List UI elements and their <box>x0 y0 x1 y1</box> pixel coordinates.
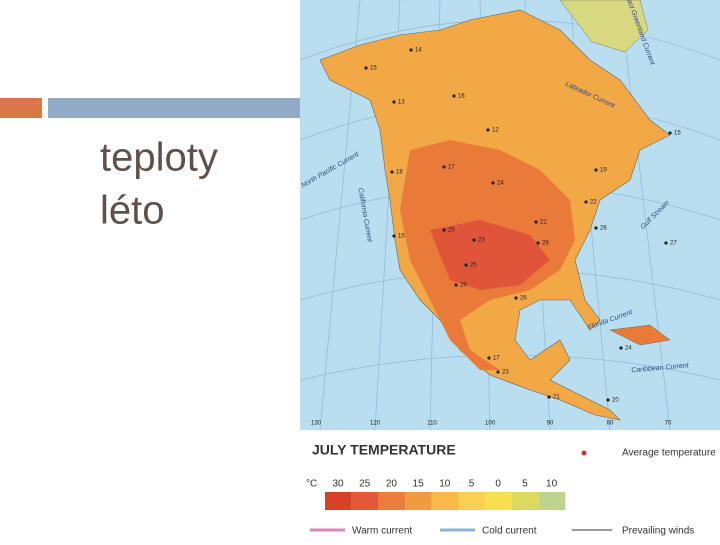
city-dot <box>668 131 672 135</box>
city-dot <box>472 238 476 242</box>
temperature-label: 12 <box>492 128 499 134</box>
scale-swatch <box>431 492 459 510</box>
temperature-label: 15 <box>398 234 405 240</box>
city-dot <box>594 226 598 230</box>
temperature-label: 20 <box>612 398 619 404</box>
scale-label: 20 <box>386 479 398 490</box>
city-dot <box>442 228 446 232</box>
scale-swatch <box>378 492 406 510</box>
temperature-label: 24 <box>625 346 632 352</box>
scale-swatch <box>351 492 379 510</box>
greenland <box>559 0 649 53</box>
temperature-label: 19 <box>600 168 607 174</box>
city-dot <box>390 170 394 174</box>
legend-label: Prevailing winds <box>622 526 694 537</box>
temperature-label: 23 <box>478 238 485 244</box>
legend-label: Average temperature <box>622 448 716 459</box>
scale-swatch <box>405 492 432 510</box>
city-dot <box>534 220 538 224</box>
temperature-label: 18 <box>396 170 403 176</box>
slide-title: teploty <box>100 136 218 180</box>
scale-label: 30 <box>332 479 344 490</box>
temperature-label: 27 <box>670 241 677 247</box>
temperature-label: 24 <box>497 181 504 187</box>
city-dot <box>364 66 368 70</box>
longitude-label: 100 <box>485 421 496 427</box>
longitude-label: 130 <box>311 421 322 427</box>
temperature-label: 17 <box>448 165 455 171</box>
scale-label: 5 <box>469 479 475 490</box>
city-dot <box>392 234 396 238</box>
city-dot <box>536 241 540 245</box>
temperature-label: 13 <box>398 100 405 106</box>
temperature-label: 17 <box>493 356 500 362</box>
scale-swatch <box>538 492 566 510</box>
city-dot <box>464 263 468 267</box>
temperature-label: 15 <box>370 66 377 72</box>
city-dot <box>664 241 668 245</box>
city-dot <box>452 94 456 98</box>
temperature-label: 25 <box>448 228 455 234</box>
city-dot <box>392 100 396 104</box>
temperature-label: 29 <box>460 283 467 289</box>
scale-swatch <box>511 492 539 510</box>
longitude-label: 120 <box>370 421 381 427</box>
scale-swatch <box>458 492 486 510</box>
legend-panel <box>300 430 720 540</box>
city-dot <box>594 168 598 172</box>
temperature-label: 15 <box>674 131 681 137</box>
city-dot <box>514 296 518 300</box>
city-dot <box>584 200 588 204</box>
map <box>300 0 720 430</box>
temperature-label: 16 <box>458 94 465 100</box>
scale-swatch <box>325 492 352 510</box>
map-title: JULY TEMPERATURE <box>312 442 456 458</box>
scale-label: 0 <box>495 479 501 490</box>
scale-label: 25 <box>359 479 371 490</box>
accent-block <box>0 98 42 118</box>
longitude-label: 90 <box>547 421 554 427</box>
slide-title: léto <box>100 189 165 233</box>
temperature-label: 14 <box>415 48 422 54</box>
temperature-label: 26 <box>600 226 607 232</box>
city-dot <box>486 128 490 132</box>
temperature-label: 21 <box>540 220 547 226</box>
legend-label: Warm current <box>352 526 412 537</box>
temperature-label: 21 <box>553 395 560 401</box>
longitude-label: 110 <box>427 421 437 427</box>
longitude-label: 70 <box>665 421 672 427</box>
temperature-label: 23 <box>502 370 509 376</box>
scale-label: 10 <box>546 479 558 490</box>
caribbean-islands <box>609 324 671 346</box>
city-dot <box>491 181 495 185</box>
hot-region <box>430 220 550 290</box>
accent-bar <box>48 98 300 118</box>
scale-label: 15 <box>413 479 425 490</box>
legend-label: Cold current <box>482 526 537 537</box>
scale-label: 5 <box>522 479 528 490</box>
city-dot <box>547 395 551 399</box>
city-dot <box>454 283 458 287</box>
scale-swatch <box>485 492 512 510</box>
city-dot <box>487 356 491 360</box>
scale-label: 10 <box>439 479 451 490</box>
temperature-label: 28 <box>542 241 549 247</box>
city-dot <box>619 346 623 350</box>
legend-dot <box>581 450 587 456</box>
scale-unit: °C <box>306 479 317 490</box>
city-dot <box>496 370 500 374</box>
temperature-label: 25 <box>470 263 477 269</box>
longitude-label: 80 <box>607 421 614 427</box>
city-dot <box>442 165 446 169</box>
temperature-label: 26 <box>520 296 527 302</box>
city-dot <box>409 48 413 52</box>
city-dot <box>606 398 610 402</box>
temperature-label: 22 <box>590 200 597 206</box>
